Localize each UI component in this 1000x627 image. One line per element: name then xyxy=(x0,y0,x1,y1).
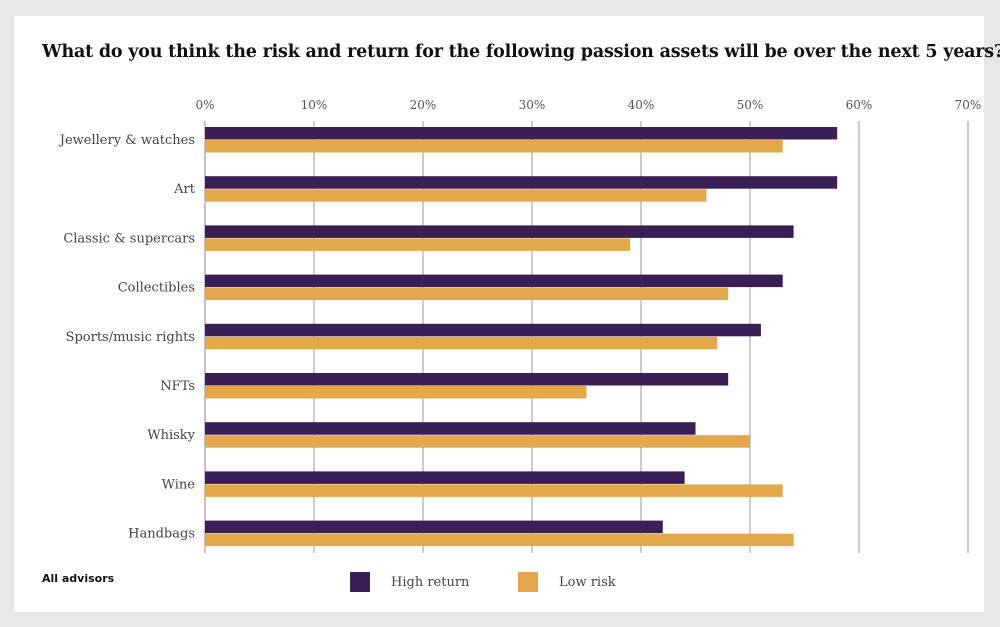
category-label: Collectibles xyxy=(118,281,195,296)
bar-low-risk xyxy=(205,189,707,202)
bar-chart: 0% 10% 20% 30% 40% 50% 60% 70% Jewellery & watch… xyxy=(58,98,982,553)
category-label: Whisky xyxy=(147,428,195,443)
bar-high-return xyxy=(205,471,685,484)
x-tick-label: 20% xyxy=(410,98,437,112)
bar-low-risk xyxy=(205,287,729,301)
x-tick-label: 70% xyxy=(955,98,982,112)
bar-high-return xyxy=(205,422,696,435)
bar-high-return xyxy=(205,373,729,386)
bar-low-risk xyxy=(205,140,783,153)
category-label: Wine xyxy=(162,477,196,492)
legend-label-low-risk: Low risk xyxy=(559,574,616,590)
chart-title: What do you think the risk and return fo… xyxy=(42,42,1000,62)
legend-label-high-return: High return xyxy=(391,574,470,590)
chart-card: What do you think the risk and return fo… xyxy=(14,16,1000,612)
bar-low-risk xyxy=(205,435,750,448)
bar-low-risk xyxy=(205,484,783,497)
bar-low-risk xyxy=(205,238,631,251)
legend-swatch-high-return xyxy=(350,572,370,592)
bar-high-return xyxy=(205,274,783,288)
bar-high-return xyxy=(205,225,794,238)
sample-note: All advisors xyxy=(42,572,115,585)
category-label: Classic & supercars xyxy=(63,231,195,246)
bar-high-return xyxy=(205,520,663,534)
x-tick-label: 30% xyxy=(519,98,546,112)
category-label: Handbags xyxy=(128,527,195,542)
x-tick-label: 10% xyxy=(301,98,328,112)
bar-low-risk xyxy=(205,533,794,547)
x-tick-label: 60% xyxy=(846,98,873,112)
x-tick-label: 0% xyxy=(195,98,214,112)
category-label: Jewellery & watches xyxy=(58,133,195,148)
category-label: Art xyxy=(173,182,196,197)
category-label: NFTs xyxy=(160,379,195,394)
bar-low-risk xyxy=(205,386,587,399)
bar-high-return xyxy=(205,176,838,189)
legend-swatch-low-risk xyxy=(518,572,538,592)
bar-low-risk xyxy=(205,336,718,350)
category-label: Sports/music rights xyxy=(66,330,195,345)
bar-high-return xyxy=(205,323,761,337)
x-tick-label: 40% xyxy=(628,98,655,112)
bar-high-return xyxy=(205,127,838,140)
x-tick-label: 50% xyxy=(737,98,764,112)
legend-item-high-return: High return xyxy=(350,572,469,592)
legend-item-low-risk: Low risk xyxy=(518,572,616,592)
